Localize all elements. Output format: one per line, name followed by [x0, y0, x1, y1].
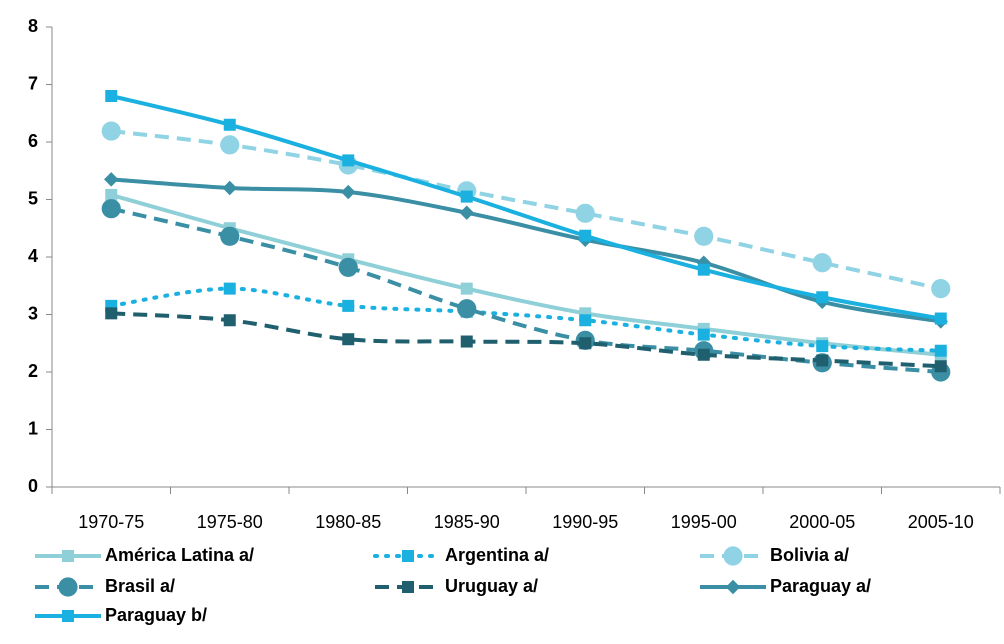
data-point	[220, 135, 240, 155]
x-tick-label: 1970-75	[78, 512, 144, 532]
data-point	[101, 199, 121, 219]
data-point	[575, 203, 595, 223]
data-point	[223, 118, 236, 131]
data-point	[579, 337, 592, 350]
data-point	[816, 291, 829, 304]
series-line	[110, 192, 941, 357]
x-tick-label: 1990-95	[552, 512, 618, 532]
data-point	[459, 205, 474, 220]
data-point	[697, 348, 710, 361]
data-point	[697, 263, 710, 276]
legend-label: América Latina a/	[105, 545, 254, 565]
data-point	[812, 253, 832, 273]
x-tick-label: 1975-80	[197, 512, 263, 532]
data-point	[457, 299, 477, 319]
legend-label: Argentina a/	[445, 545, 549, 565]
data-point	[105, 307, 118, 320]
data-point	[934, 360, 947, 373]
legend-marker	[723, 546, 743, 566]
data-point	[816, 354, 829, 367]
data-point	[460, 190, 473, 203]
series-line	[111, 177, 942, 324]
x-tick-label: 1995-00	[671, 512, 737, 532]
y-tick-label: 7	[28, 73, 38, 93]
y-tick-label: 2	[28, 361, 38, 381]
data-point	[931, 279, 951, 299]
data-point	[101, 121, 121, 141]
legend-marker	[58, 577, 78, 597]
data-point	[342, 299, 355, 312]
data-point	[222, 180, 237, 196]
legend-label: Paraguay b/	[105, 605, 207, 625]
legend-marker	[725, 579, 741, 595]
data-point	[934, 312, 947, 325]
y-tick-label: 1	[28, 418, 38, 438]
data-point	[223, 314, 236, 327]
legend-marker	[62, 550, 74, 562]
data-point	[460, 282, 473, 295]
data-point	[342, 333, 355, 346]
y-tick-label: 8	[28, 16, 38, 36]
legend-marker	[62, 610, 74, 622]
data-point	[579, 229, 592, 242]
data-point	[934, 344, 947, 357]
data-point	[223, 282, 236, 295]
data-point	[338, 257, 358, 277]
legend-label: Paraguay a/	[770, 576, 871, 596]
y-tick-label: 3	[28, 303, 38, 323]
legend-label: Brasil a/	[105, 576, 175, 596]
x-tick-label: 1985-90	[434, 512, 500, 532]
data-point	[105, 90, 118, 102]
y-tick-label: 5	[28, 188, 38, 208]
series-line	[109, 286, 943, 353]
data-point	[341, 184, 356, 200]
legend-marker	[402, 550, 414, 562]
data-point	[694, 226, 714, 246]
y-tick-label: 0	[28, 476, 38, 496]
legend-label: Uruguay a/	[445, 576, 538, 596]
y-tick-label: 4	[28, 246, 38, 266]
data-point	[220, 226, 240, 246]
x-tick-label: 2000-05	[789, 512, 855, 532]
series-line	[110, 94, 942, 321]
data-point	[105, 188, 118, 201]
y-tick-label: 6	[28, 131, 38, 151]
data-point	[816, 340, 829, 353]
legend-marker	[402, 581, 414, 593]
data-point	[697, 328, 710, 341]
data-point	[460, 335, 473, 348]
data-point	[579, 314, 592, 327]
data-point	[104, 172, 119, 187]
legend-label: Bolivia a/	[770, 545, 849, 565]
x-tick-label: 2005-10	[908, 512, 974, 532]
data-point	[342, 154, 355, 167]
x-tick-label: 1980-85	[315, 512, 381, 532]
